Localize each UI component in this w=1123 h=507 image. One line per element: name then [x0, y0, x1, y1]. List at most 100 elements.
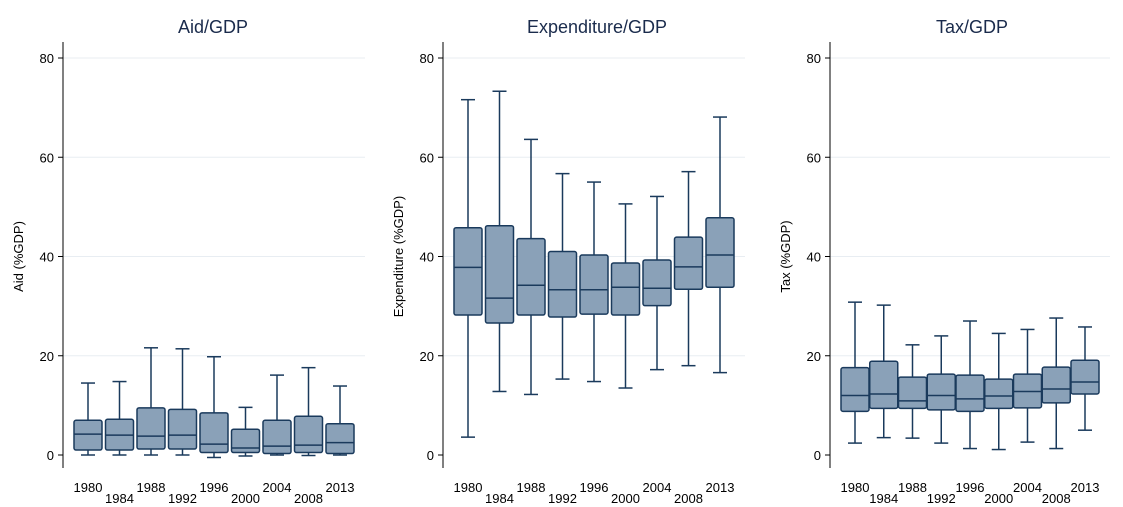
box-1996	[955, 320, 985, 450]
y-tick-label: 80	[807, 51, 821, 66]
y-tick-label: 0	[814, 448, 821, 463]
y-tick-label: 20	[40, 349, 54, 364]
x-tick-label: 2013	[1071, 480, 1100, 495]
x-tick-label: 1984	[105, 491, 134, 506]
x-tick-label: 1992	[548, 491, 577, 506]
y-tick-label: 60	[807, 150, 821, 165]
box-1980	[453, 98, 483, 438]
x-tick-label: 1996	[580, 480, 609, 495]
x-tick-label: 2004	[1013, 480, 1042, 495]
y-tick-label: 60	[40, 150, 54, 165]
x-tick-label: 1988	[137, 480, 166, 495]
box-2008	[1041, 317, 1071, 450]
iqr-box	[897, 376, 928, 410]
iqr-box	[262, 419, 292, 455]
iqr-box	[136, 407, 166, 450]
box-2004	[642, 195, 672, 371]
x-tick-label: 2000	[984, 491, 1013, 506]
box-1988	[897, 344, 928, 439]
y-tick-label: 80	[420, 51, 434, 66]
box-1984	[869, 304, 899, 439]
x-tick-label: 2004	[263, 480, 292, 495]
x-tick-label: 1996	[956, 480, 985, 495]
box-1988	[516, 138, 546, 396]
y-tick-label: 80	[40, 51, 54, 66]
box-1992	[926, 335, 956, 444]
y-axis-label: Expenditure (%GDP)	[391, 196, 406, 317]
box-2008	[293, 366, 324, 457]
y-tick-label: 20	[807, 349, 821, 364]
chart-panel-2: Expenditure/GDP 0 20 40 60 80 Expenditure (%GD…	[391, 17, 745, 506]
box-2000	[984, 332, 1014, 451]
y-tick-label: 40	[420, 250, 434, 265]
x-tick-label: 1984	[869, 491, 898, 506]
x-tick-label: 2008	[294, 491, 323, 506]
y-axis-label: Tax (%GDP)	[778, 220, 793, 292]
box-1992	[547, 172, 578, 380]
x-tick-label: 1980	[841, 480, 870, 495]
x-tick-label: 2000	[611, 491, 640, 506]
box-2004	[1012, 328, 1043, 443]
box-1988	[136, 347, 166, 456]
iqr-box	[869, 360, 899, 410]
x-tick-label: 2000	[231, 491, 260, 506]
box-2000	[610, 203, 641, 389]
x-tick-label: 1988	[517, 480, 546, 495]
x-tick-label: 2008	[674, 491, 703, 506]
iqr-box	[642, 259, 672, 307]
box-2004	[262, 374, 292, 456]
y-tick-label: 40	[807, 250, 821, 265]
box-2008	[673, 170, 704, 367]
chart-title: Expenditure/GDP	[527, 17, 667, 37]
iqr-box	[705, 217, 735, 289]
x-tick-label: 1980	[454, 480, 483, 495]
iqr-box	[167, 408, 198, 450]
iqr-box	[230, 428, 261, 454]
x-tick-label: 1996	[200, 480, 229, 495]
box-1980	[73, 382, 103, 456]
x-tick-label: 2013	[326, 480, 355, 495]
y-tick-label: 0	[47, 448, 54, 463]
box-1996	[199, 355, 229, 459]
box-1984	[104, 380, 135, 456]
iqr-box	[73, 419, 103, 451]
iqr-box	[516, 237, 546, 316]
iqr-box	[840, 366, 870, 413]
iqr-box	[1070, 359, 1100, 395]
iqr-box	[926, 373, 956, 411]
iqr-box	[453, 226, 483, 316]
box-1996	[579, 181, 609, 383]
x-tick-label: 2008	[1042, 491, 1071, 506]
x-tick-label: 2004	[643, 480, 672, 495]
chart-title: Aid/GDP	[178, 17, 248, 37]
box-2013	[325, 385, 355, 456]
iqr-box	[610, 262, 641, 316]
iqr-box	[199, 412, 229, 454]
box-1980	[840, 301, 870, 444]
chart-title: Tax/GDP	[936, 17, 1008, 37]
iqr-box	[984, 378, 1014, 410]
y-tick-label: 20	[420, 349, 434, 364]
box-2013	[1070, 326, 1100, 431]
iqr-box	[293, 415, 324, 454]
box-2000	[230, 406, 261, 457]
y-tick-label: 60	[420, 150, 434, 165]
x-tick-label: 1984	[485, 491, 514, 506]
y-tick-label: 40	[40, 250, 54, 265]
x-tick-label: 1980	[74, 480, 103, 495]
x-tick-label: 1988	[898, 480, 927, 495]
y-axis-label: Aid (%GDP)	[11, 221, 26, 292]
x-tick-label: 2013	[706, 480, 735, 495]
iqr-box	[325, 422, 355, 455]
x-tick-label: 1992	[927, 491, 956, 506]
iqr-box	[955, 374, 985, 413]
box-1984	[484, 90, 515, 393]
iqr-box	[579, 254, 609, 315]
iqr-box	[673, 236, 704, 291]
iqr-box	[1041, 366, 1071, 404]
x-tick-label: 1992	[168, 491, 197, 506]
iqr-box	[547, 250, 578, 318]
